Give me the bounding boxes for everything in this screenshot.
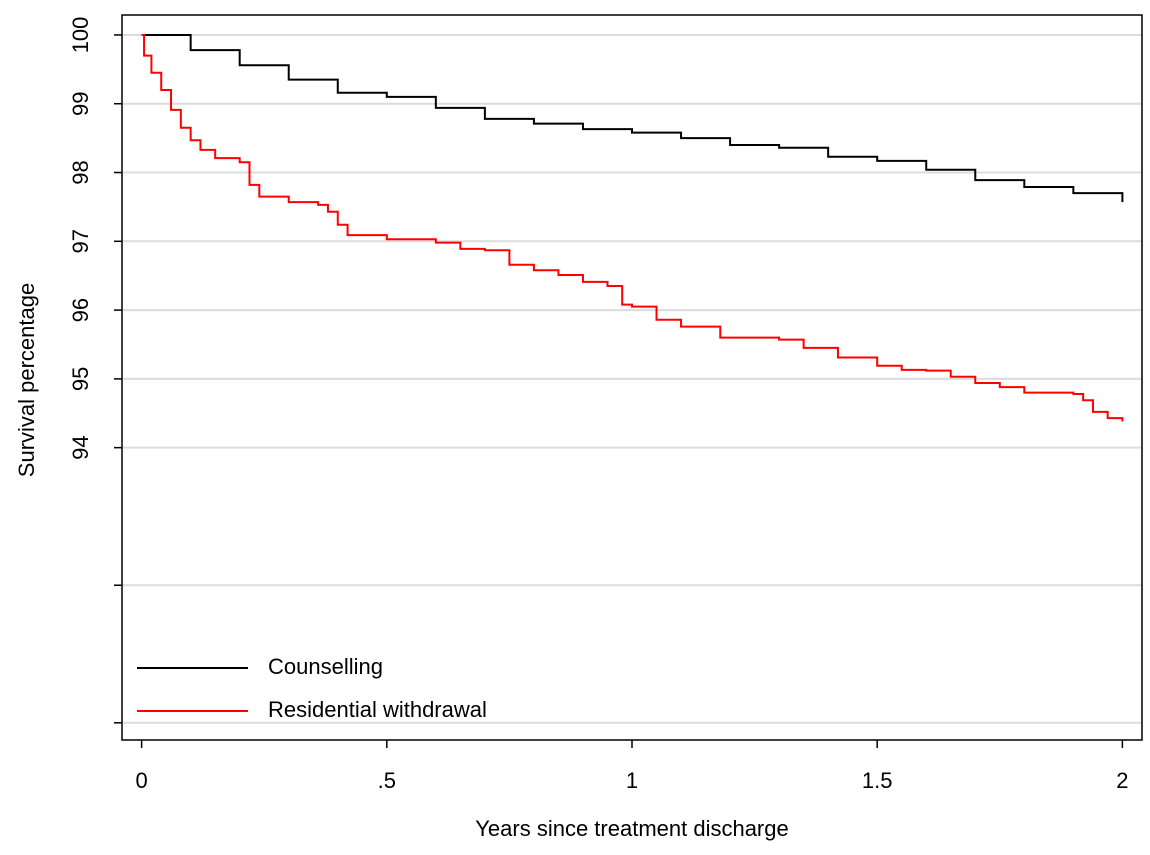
y-tick-label: 97 — [68, 229, 93, 253]
y-tick-label: 98 — [68, 160, 93, 184]
legend-label: Residential withdrawal — [268, 697, 487, 722]
x-tick-label: 2 — [1116, 768, 1128, 793]
x-tick-label: 1 — [626, 768, 638, 793]
survival-line — [141, 33, 1124, 422]
x-tick-label: .5 — [378, 768, 396, 793]
legend-label: Counselling — [268, 654, 383, 679]
y-axis-label: Survival percentage — [14, 283, 39, 477]
y-tick-label: 94 — [68, 435, 93, 459]
x-tick-label: 0 — [135, 768, 147, 793]
plot-frame — [121, 14, 1143, 741]
y-tick-label: 100 — [68, 17, 93, 54]
y-tick-label: 96 — [68, 298, 93, 322]
y-tick-label: 99 — [68, 91, 93, 115]
y-tick-label: 95 — [68, 367, 93, 391]
x-tick-label: 1.5 — [862, 768, 893, 793]
x-axis-label: Years since treatment discharge — [475, 816, 788, 841]
survival-line — [141, 33, 1124, 203]
